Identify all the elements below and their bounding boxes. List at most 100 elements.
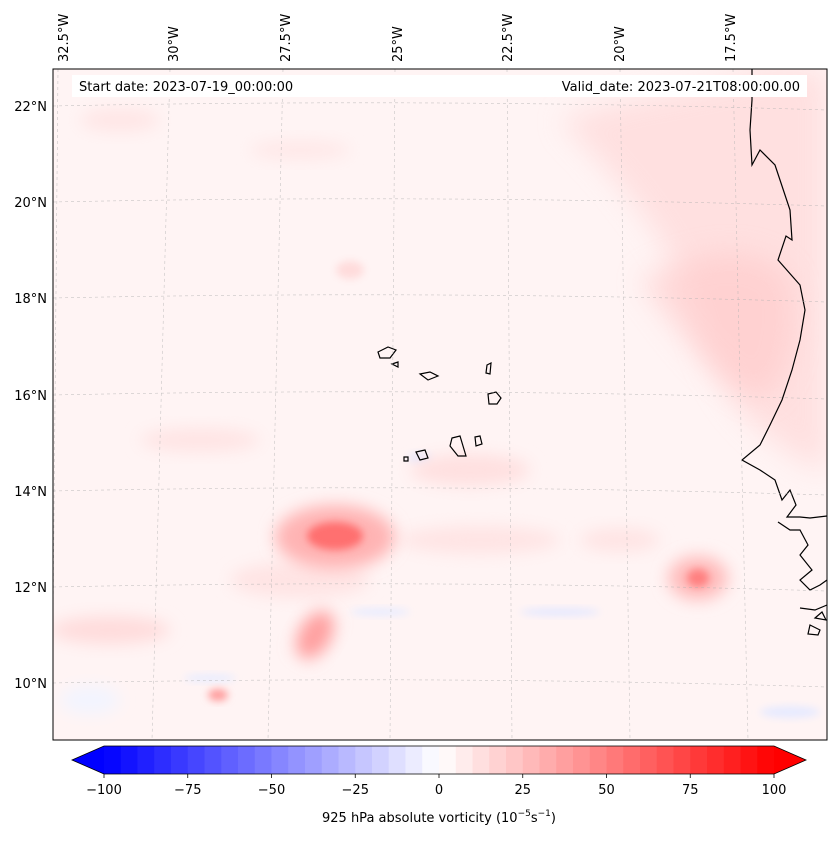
- lon-label: 20°W: [613, 26, 628, 62]
- colorbar-tick-label: 25: [514, 783, 531, 798]
- colorbar-bin: [120, 746, 139, 774]
- positive-streak: [140, 428, 260, 452]
- colorbar-bin: [606, 746, 624, 774]
- colorbar-bin: [137, 746, 155, 774]
- valid-date: Valid_date: 2023-07-21T08:00:00.00: [562, 80, 800, 95]
- colorbar-bin: [723, 746, 742, 774]
- colorbar-label: 925 hPa absolute vorticity (10−5s−1): [322, 809, 556, 826]
- lon-label: 27.5°W: [279, 14, 294, 62]
- colorbar-tick-label: −25: [342, 783, 369, 798]
- header-box: [72, 75, 807, 97]
- colorbar-bin: [254, 746, 273, 774]
- colorbar-bin: [439, 746, 457, 774]
- positive-streak: [53, 616, 170, 644]
- lat-label: 22°N: [14, 100, 47, 115]
- colorbar-bin: [707, 746, 725, 774]
- negative-patch: [760, 706, 820, 718]
- colorbar-bin: [321, 746, 340, 774]
- colorbar-ticks: −100 −75 −50 −25 0 25 50 75 100: [86, 783, 786, 798]
- vortex-southwest: [296, 611, 334, 659]
- colorbar-bin: [472, 746, 490, 774]
- positive-streak: [80, 108, 160, 132]
- colorbar-bin: [757, 746, 775, 774]
- positive-streak: [230, 562, 370, 598]
- lon-label: 17.5°W: [724, 14, 739, 62]
- colorbar-bin: [171, 746, 189, 774]
- island-sal: [485, 361, 492, 375]
- colorbar-bin: [623, 746, 641, 774]
- lat-label: 10°N: [14, 677, 47, 692]
- island-sao-vicente: [390, 361, 399, 368]
- island-fogo: [415, 449, 429, 461]
- positive-streak: [336, 261, 364, 279]
- start-date: Start date: 2023-07-19_00:00:00: [79, 80, 293, 95]
- colorbar-tick-label: −100: [86, 783, 122, 798]
- colorbar-bin: [422, 746, 440, 774]
- island-santo-antao: [377, 346, 397, 359]
- colorbar-bin: [556, 746, 574, 774]
- negative-patch: [184, 674, 236, 682]
- negative-patch: [350, 608, 410, 616]
- cape-verde-islands: [377, 346, 502, 462]
- colorbar-bin: [355, 746, 373, 774]
- colorbar-extend-high: [774, 746, 806, 774]
- island-brava: [403, 456, 409, 462]
- colorbar-bin: [640, 746, 658, 774]
- island-sao-nicolau: [418, 371, 440, 381]
- colorbar: −100 −75 −50 −25 0 25 50 75 100 925 hPa …: [71, 745, 807, 826]
- colorbar-bin: [740, 746, 758, 774]
- colorbar-bin: [372, 746, 390, 774]
- positive-streak: [250, 140, 350, 160]
- colorbar-bin: [405, 746, 423, 774]
- lon-label: 25°W: [391, 26, 406, 62]
- coastline: [740, 69, 827, 636]
- colorbar-bin: [154, 746, 172, 774]
- lat-label: 16°N: [14, 389, 47, 404]
- colorbar-extend-low: [72, 746, 104, 774]
- colorbar-bin: [305, 746, 323, 774]
- lon-label: 32.5°W: [57, 14, 72, 62]
- latitude-labels: 22°N 20°N 18°N 16°N 14°N 12°N 10°N: [14, 100, 47, 692]
- island-boa-vista: [487, 391, 502, 405]
- colorbar-bin: [573, 746, 591, 774]
- colorbar-tick-label: 50: [598, 783, 615, 798]
- island-maio: [474, 435, 483, 447]
- colorbar-bin: [338, 746, 356, 774]
- colorbar-bin: [104, 746, 122, 774]
- colorbar-tick-label: 75: [682, 783, 699, 798]
- colorbar-tick-label: 0: [435, 783, 443, 798]
- colorbar-bin: [539, 746, 557, 774]
- map-frame: [52, 68, 828, 741]
- colorbar-bins: [104, 746, 775, 774]
- colorbar-bin: [221, 746, 239, 774]
- colorbar-bin: [589, 746, 608, 774]
- vorticity-field: [53, 69, 827, 740]
- colorbar-tick-label: −75: [174, 783, 201, 798]
- colorbar-bin: [187, 746, 206, 774]
- colorbar-bin: [204, 746, 222, 774]
- lat-label: 14°N: [14, 485, 47, 500]
- negative-patch: [60, 686, 120, 714]
- vortex-far-southwest: [208, 689, 228, 701]
- coastal-shear-band-inner: [640, 253, 794, 400]
- longitude-labels: 32.5°W 30°W 27.5°W 25°W 22.5°W 20°W 17.5…: [57, 14, 739, 62]
- colorbar-bin: [455, 746, 474, 774]
- colorbar-tick-label: 100: [762, 783, 787, 798]
- lat-label: 12°N: [14, 581, 47, 596]
- positive-streak: [580, 528, 660, 552]
- colorbar-bin: [673, 746, 691, 774]
- colorbar-bin: [288, 746, 306, 774]
- positive-streak: [410, 454, 530, 486]
- colorbar-bin: [522, 746, 541, 774]
- colorbar-bin: [489, 746, 507, 774]
- colorbar-bin: [656, 746, 675, 774]
- colorbar-tick-label: −50: [258, 783, 285, 798]
- lon-label: 30°W: [167, 26, 182, 62]
- colorbar-bin: [506, 746, 524, 774]
- lat-label: 18°N: [14, 292, 47, 307]
- vortex-center-west: [307, 522, 363, 550]
- colorbar-bin: [271, 746, 289, 774]
- graticule: [53, 69, 827, 740]
